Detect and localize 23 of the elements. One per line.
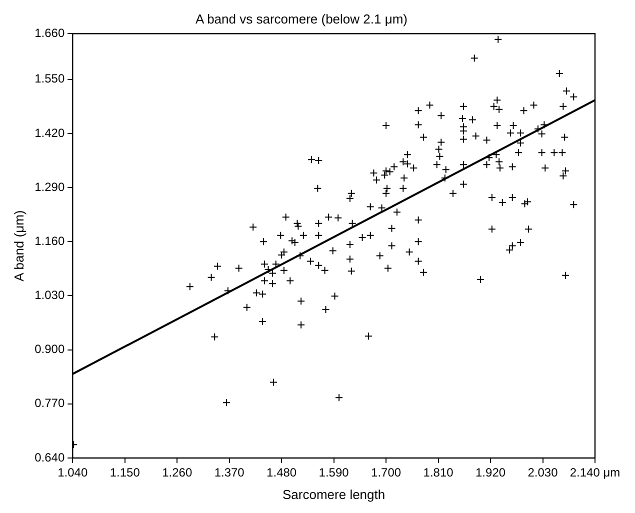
x-tick-label: 2.140 μm [570, 466, 620, 480]
x-tick-label: 1.150 [110, 466, 140, 480]
y-tick-label: 0.640 [34, 450, 65, 464]
x-tick-label: 1.920 [476, 466, 506, 480]
y-tick-label: 1.660 [34, 26, 65, 40]
x-tick-label: 1.480 [266, 466, 297, 480]
y-tick-label: 1.420 [34, 126, 65, 140]
x-tick-label: 1.810 [423, 466, 454, 480]
chart-title: A band vs sarcomere (below 2.1 μm) [196, 11, 408, 26]
x-axis-title: Sarcomere length [282, 486, 386, 502]
y-tick-label: 1.030 [34, 288, 65, 302]
y-tick-label: 1.550 [34, 72, 65, 86]
y-tick-label: 1.290 [34, 180, 65, 194]
x-tick-label: 1.700 [371, 466, 402, 480]
x-tick-label: 1.370 [214, 466, 245, 480]
x-tick-label: 1.590 [318, 466, 350, 480]
y-tick-label: 0.770 [34, 396, 65, 410]
x-tick-label: 1.260 [162, 466, 192, 480]
x-tick-label: 1.040 [58, 466, 88, 480]
y-tick-label: 0.900 [34, 342, 65, 356]
y-axis-title: A band (μm) [11, 210, 26, 282]
y-tick-label: 1.160 [34, 234, 65, 248]
x-tick-label: 2.030 [528, 466, 558, 480]
